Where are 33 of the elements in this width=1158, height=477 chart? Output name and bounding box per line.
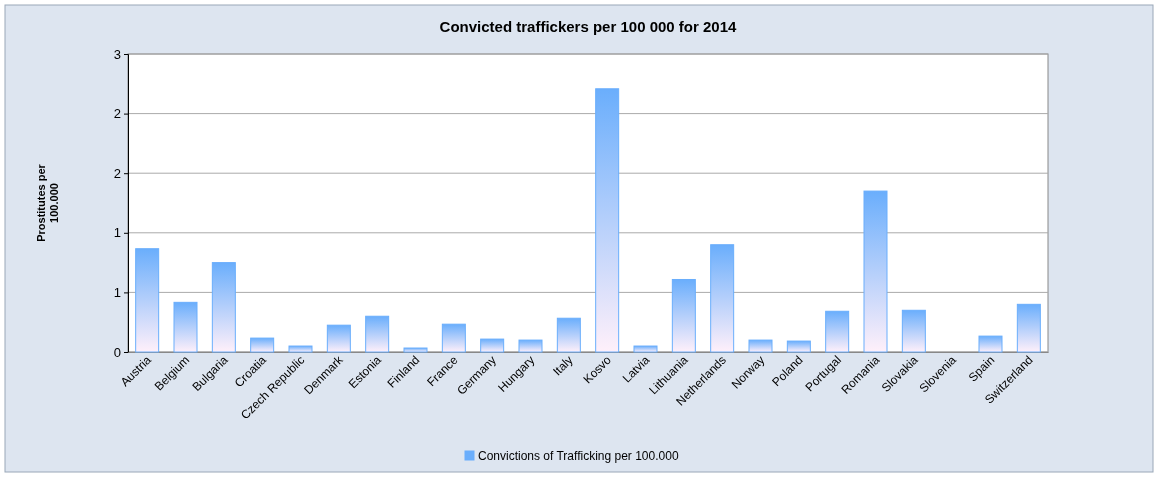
bar xyxy=(901,309,926,353)
y-tick-label: 1 xyxy=(113,225,121,241)
y-axis-title: Prostitutes per 100.000 xyxy=(35,163,61,242)
y-tick-label: 3 xyxy=(113,46,121,62)
y-tick-label: 1 xyxy=(113,285,121,301)
chart-title: Convicted traffickers per 100 000 for 2014 xyxy=(439,18,738,35)
bar xyxy=(748,339,773,353)
bar xyxy=(1016,303,1041,353)
bar xyxy=(671,278,696,353)
bar xyxy=(135,248,160,353)
bar xyxy=(250,337,275,353)
y-tick-label: 0 xyxy=(113,344,121,360)
bar xyxy=(786,340,811,353)
bar xyxy=(403,347,428,353)
bar xyxy=(633,345,658,353)
bar xyxy=(595,88,620,353)
bar xyxy=(978,335,1003,353)
bar xyxy=(288,345,313,353)
bar xyxy=(825,310,850,353)
bar xyxy=(173,301,198,353)
y-tick-label: 2 xyxy=(113,106,121,122)
x-tick-label: Italy xyxy=(550,352,576,379)
bar xyxy=(441,323,466,353)
bar xyxy=(211,262,236,353)
bar xyxy=(863,190,888,353)
bar xyxy=(556,317,581,353)
y-tick-label: 2 xyxy=(113,165,121,181)
bar xyxy=(326,324,351,353)
bar xyxy=(710,244,735,353)
bar xyxy=(365,315,390,353)
bar xyxy=(518,339,543,353)
bar xyxy=(480,338,505,353)
legend-label: Convictions of Trafficking per 100.000 xyxy=(478,449,679,463)
